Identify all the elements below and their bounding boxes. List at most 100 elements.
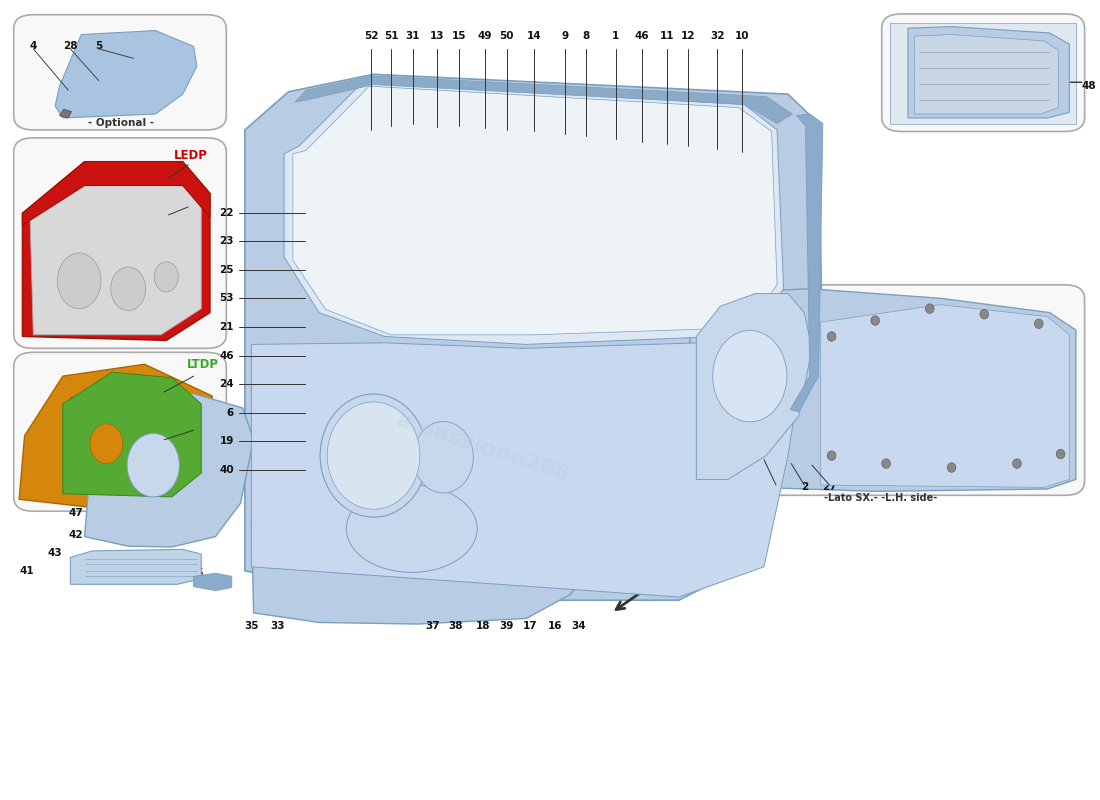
Text: 31: 31	[406, 31, 420, 41]
Text: 46: 46	[635, 31, 649, 41]
FancyBboxPatch shape	[13, 138, 227, 348]
Text: 32: 32	[710, 31, 724, 41]
Text: 12: 12	[681, 31, 695, 41]
Text: 41: 41	[20, 566, 34, 576]
Ellipse shape	[90, 424, 123, 463]
Polygon shape	[194, 573, 232, 590]
Text: 28: 28	[68, 463, 84, 474]
Text: 20: 20	[676, 430, 691, 440]
Polygon shape	[59, 110, 72, 118]
Text: 46: 46	[720, 463, 735, 474]
Ellipse shape	[346, 485, 477, 572]
Text: 36: 36	[68, 486, 84, 495]
Ellipse shape	[827, 451, 836, 460]
Text: 24: 24	[219, 379, 234, 389]
Polygon shape	[245, 74, 823, 600]
Text: 47: 47	[68, 508, 84, 518]
Ellipse shape	[320, 394, 427, 517]
Text: 2: 2	[801, 482, 808, 492]
FancyBboxPatch shape	[13, 14, 227, 130]
Text: 33: 33	[271, 622, 285, 631]
Text: - Optional -: - Optional -	[88, 118, 154, 128]
Text: 22: 22	[220, 208, 234, 218]
Text: 6: 6	[227, 408, 234, 418]
Polygon shape	[790, 114, 823, 412]
Polygon shape	[293, 86, 777, 335]
Text: 8: 8	[583, 31, 590, 41]
Text: 15: 15	[451, 31, 466, 41]
Ellipse shape	[882, 458, 891, 468]
Text: 30: 30	[68, 441, 84, 451]
Polygon shape	[914, 34, 1058, 114]
Ellipse shape	[1034, 319, 1043, 329]
Polygon shape	[22, 162, 210, 341]
Text: 4: 4	[30, 42, 37, 51]
Text: 26: 26	[68, 419, 84, 429]
Polygon shape	[295, 76, 792, 123]
Text: 37: 37	[425, 622, 440, 631]
Ellipse shape	[111, 267, 145, 310]
Text: 50: 50	[499, 31, 514, 41]
Text: 45: 45	[189, 568, 205, 578]
Polygon shape	[70, 550, 201, 584]
Ellipse shape	[1013, 458, 1021, 468]
Text: 23: 23	[220, 236, 234, 246]
Text: 10: 10	[735, 31, 749, 41]
Text: 38: 38	[448, 622, 463, 631]
Text: 1: 1	[612, 31, 619, 41]
Polygon shape	[252, 465, 616, 624]
Text: 27: 27	[822, 482, 837, 492]
Polygon shape	[908, 26, 1069, 118]
Text: 29: 29	[68, 397, 82, 406]
Ellipse shape	[925, 304, 934, 314]
Text: 52: 52	[364, 31, 378, 41]
Ellipse shape	[871, 316, 880, 326]
Polygon shape	[63, 372, 201, 497]
Text: 7: 7	[698, 446, 706, 457]
Ellipse shape	[128, 434, 179, 497]
Text: 39: 39	[499, 622, 514, 631]
Polygon shape	[696, 294, 812, 479]
Polygon shape	[821, 305, 1069, 487]
Polygon shape	[30, 171, 201, 335]
Text: 42: 42	[68, 530, 84, 540]
Ellipse shape	[980, 310, 989, 319]
Text: 34: 34	[571, 622, 586, 631]
Text: 40: 40	[219, 465, 234, 475]
Ellipse shape	[154, 262, 178, 292]
Ellipse shape	[1056, 450, 1065, 458]
Text: DUAL: DUAL	[183, 422, 219, 434]
FancyBboxPatch shape	[13, 352, 227, 511]
Text: 11: 11	[660, 31, 674, 41]
Text: 49: 49	[477, 31, 492, 41]
Text: 25: 25	[220, 265, 234, 274]
Text: 19: 19	[220, 436, 234, 446]
Text: 51: 51	[384, 31, 398, 41]
Text: 14: 14	[527, 31, 541, 41]
Text: 53: 53	[220, 294, 234, 303]
FancyBboxPatch shape	[676, 285, 1085, 495]
FancyBboxPatch shape	[882, 14, 1085, 131]
Text: LTDP: LTDP	[187, 358, 219, 371]
Polygon shape	[690, 289, 1076, 491]
Text: 3: 3	[772, 482, 780, 492]
Polygon shape	[22, 162, 210, 226]
Ellipse shape	[827, 332, 836, 342]
Text: 46: 46	[219, 350, 234, 361]
Ellipse shape	[414, 422, 473, 493]
Polygon shape	[284, 82, 783, 344]
Text: 5: 5	[95, 42, 102, 51]
Text: -Lato SX.- -L.H. side-: -Lato SX.- -L.H. side-	[824, 493, 937, 503]
Text: 21: 21	[220, 322, 234, 332]
Text: a passione288: a passione288	[394, 410, 572, 485]
Ellipse shape	[713, 330, 786, 422]
Text: 43: 43	[47, 547, 63, 558]
Text: 35: 35	[244, 622, 258, 631]
Text: 13: 13	[430, 31, 444, 41]
Ellipse shape	[947, 462, 956, 472]
Text: LEDP: LEDP	[174, 149, 208, 162]
Text: 9: 9	[562, 31, 569, 41]
Ellipse shape	[327, 402, 420, 510]
Polygon shape	[252, 342, 796, 597]
Ellipse shape	[57, 253, 101, 309]
